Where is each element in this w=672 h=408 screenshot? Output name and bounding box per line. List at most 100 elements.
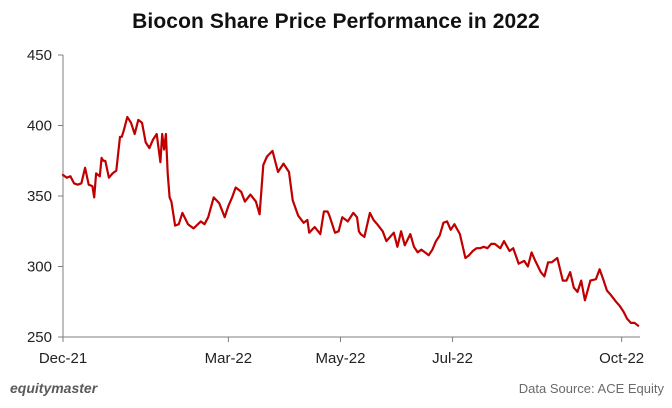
data-point bbox=[123, 130, 125, 132]
data-point bbox=[314, 226, 316, 228]
data-point bbox=[468, 254, 470, 256]
data-point bbox=[126, 116, 128, 118]
data-point bbox=[356, 216, 358, 218]
data-point bbox=[262, 164, 264, 166]
data-point bbox=[259, 213, 261, 215]
data-point bbox=[512, 247, 514, 249]
data-point bbox=[218, 202, 220, 204]
data-point bbox=[472, 250, 474, 252]
data-point bbox=[450, 229, 452, 231]
data-point bbox=[73, 182, 75, 184]
data-point bbox=[77, 184, 79, 186]
data-point bbox=[292, 199, 294, 201]
data-point bbox=[610, 294, 612, 296]
data-point bbox=[385, 240, 387, 242]
data-point bbox=[80, 182, 82, 184]
data-point bbox=[556, 257, 558, 259]
data-point bbox=[442, 222, 444, 224]
data-point bbox=[404, 244, 406, 246]
data-point bbox=[358, 230, 360, 232]
data-point bbox=[84, 167, 86, 169]
data-point bbox=[494, 243, 496, 245]
data-point bbox=[615, 301, 617, 303]
data-point bbox=[338, 230, 340, 232]
data-point bbox=[409, 233, 411, 235]
data-point bbox=[499, 247, 501, 249]
data-point bbox=[508, 250, 511, 252]
x-tick-label: Mar-22 bbox=[205, 350, 253, 367]
x-tick-label: Oct-22 bbox=[599, 350, 644, 367]
data-point bbox=[347, 220, 349, 222]
data-point bbox=[327, 210, 329, 213]
data-point bbox=[352, 212, 354, 214]
data-point bbox=[115, 170, 117, 172]
data-point bbox=[576, 291, 579, 293]
data-point bbox=[439, 234, 441, 237]
data-point bbox=[483, 246, 485, 248]
data-point bbox=[319, 233, 321, 235]
data-point bbox=[297, 215, 299, 217]
data-point bbox=[518, 263, 520, 265]
data-point bbox=[551, 261, 553, 263]
data-point bbox=[569, 271, 571, 273]
x-tick-label: May-22 bbox=[315, 350, 365, 367]
data-point bbox=[159, 161, 161, 163]
data-point bbox=[417, 251, 419, 253]
data-point bbox=[255, 201, 257, 203]
data-point bbox=[400, 230, 402, 232]
data-point bbox=[95, 172, 97, 174]
y-tick-label: 300 bbox=[27, 259, 52, 276]
data-point bbox=[435, 240, 437, 242]
data-point bbox=[192, 227, 195, 229]
data-point bbox=[121, 136, 123, 138]
data-point bbox=[174, 225, 176, 227]
series-group bbox=[61, 115, 640, 327]
data-point bbox=[393, 232, 395, 234]
data-point bbox=[323, 210, 325, 213]
data-point bbox=[428, 254, 430, 256]
y-axis: 250 300 350 400 450 bbox=[27, 47, 64, 346]
data-point bbox=[163, 148, 165, 151]
data-point bbox=[169, 196, 171, 198]
data-point bbox=[244, 201, 246, 203]
data-point bbox=[565, 280, 568, 282]
data-point bbox=[200, 220, 202, 222]
data-point bbox=[112, 172, 114, 174]
data-point bbox=[91, 185, 93, 187]
brand-logo: equitymaster bbox=[10, 380, 98, 396]
data-point bbox=[376, 223, 378, 225]
data-point bbox=[633, 322, 636, 324]
data-point bbox=[235, 186, 237, 189]
data-point bbox=[249, 194, 251, 196]
y-tick-label: 400 bbox=[27, 118, 52, 135]
data-point bbox=[99, 175, 101, 177]
data-point bbox=[277, 171, 279, 173]
data-point bbox=[66, 177, 68, 179]
data-point bbox=[306, 219, 308, 221]
data-point bbox=[479, 247, 481, 249]
data-point bbox=[547, 261, 549, 263]
chart-title: Biocon Share Price Performance in 2022 bbox=[132, 10, 540, 33]
data-point bbox=[102, 160, 104, 162]
data-point bbox=[527, 265, 529, 268]
data-point bbox=[148, 147, 150, 149]
x-axis: Dec-21 Mar-22 May-22 Jul-22 Oct-22 bbox=[39, 336, 644, 367]
data-point bbox=[490, 243, 492, 245]
data-point bbox=[602, 278, 604, 280]
data-point bbox=[282, 163, 285, 165]
data-point bbox=[334, 232, 336, 234]
data-point bbox=[475, 247, 478, 249]
data-point bbox=[271, 150, 274, 152]
x-tick-label: Dec-21 bbox=[39, 350, 87, 367]
data-point bbox=[382, 230, 384, 232]
data-point bbox=[101, 157, 103, 159]
data-point bbox=[396, 246, 398, 248]
x-axis-ticks: Dec-21 Mar-22 May-22 Jul-22 Oct-22 bbox=[39, 337, 644, 367]
data-point bbox=[595, 278, 597, 280]
data-point bbox=[540, 271, 542, 273]
y-tick-label: 350 bbox=[27, 188, 52, 205]
data-point bbox=[137, 119, 139, 121]
data-point bbox=[328, 215, 330, 217]
data-point bbox=[207, 216, 209, 218]
